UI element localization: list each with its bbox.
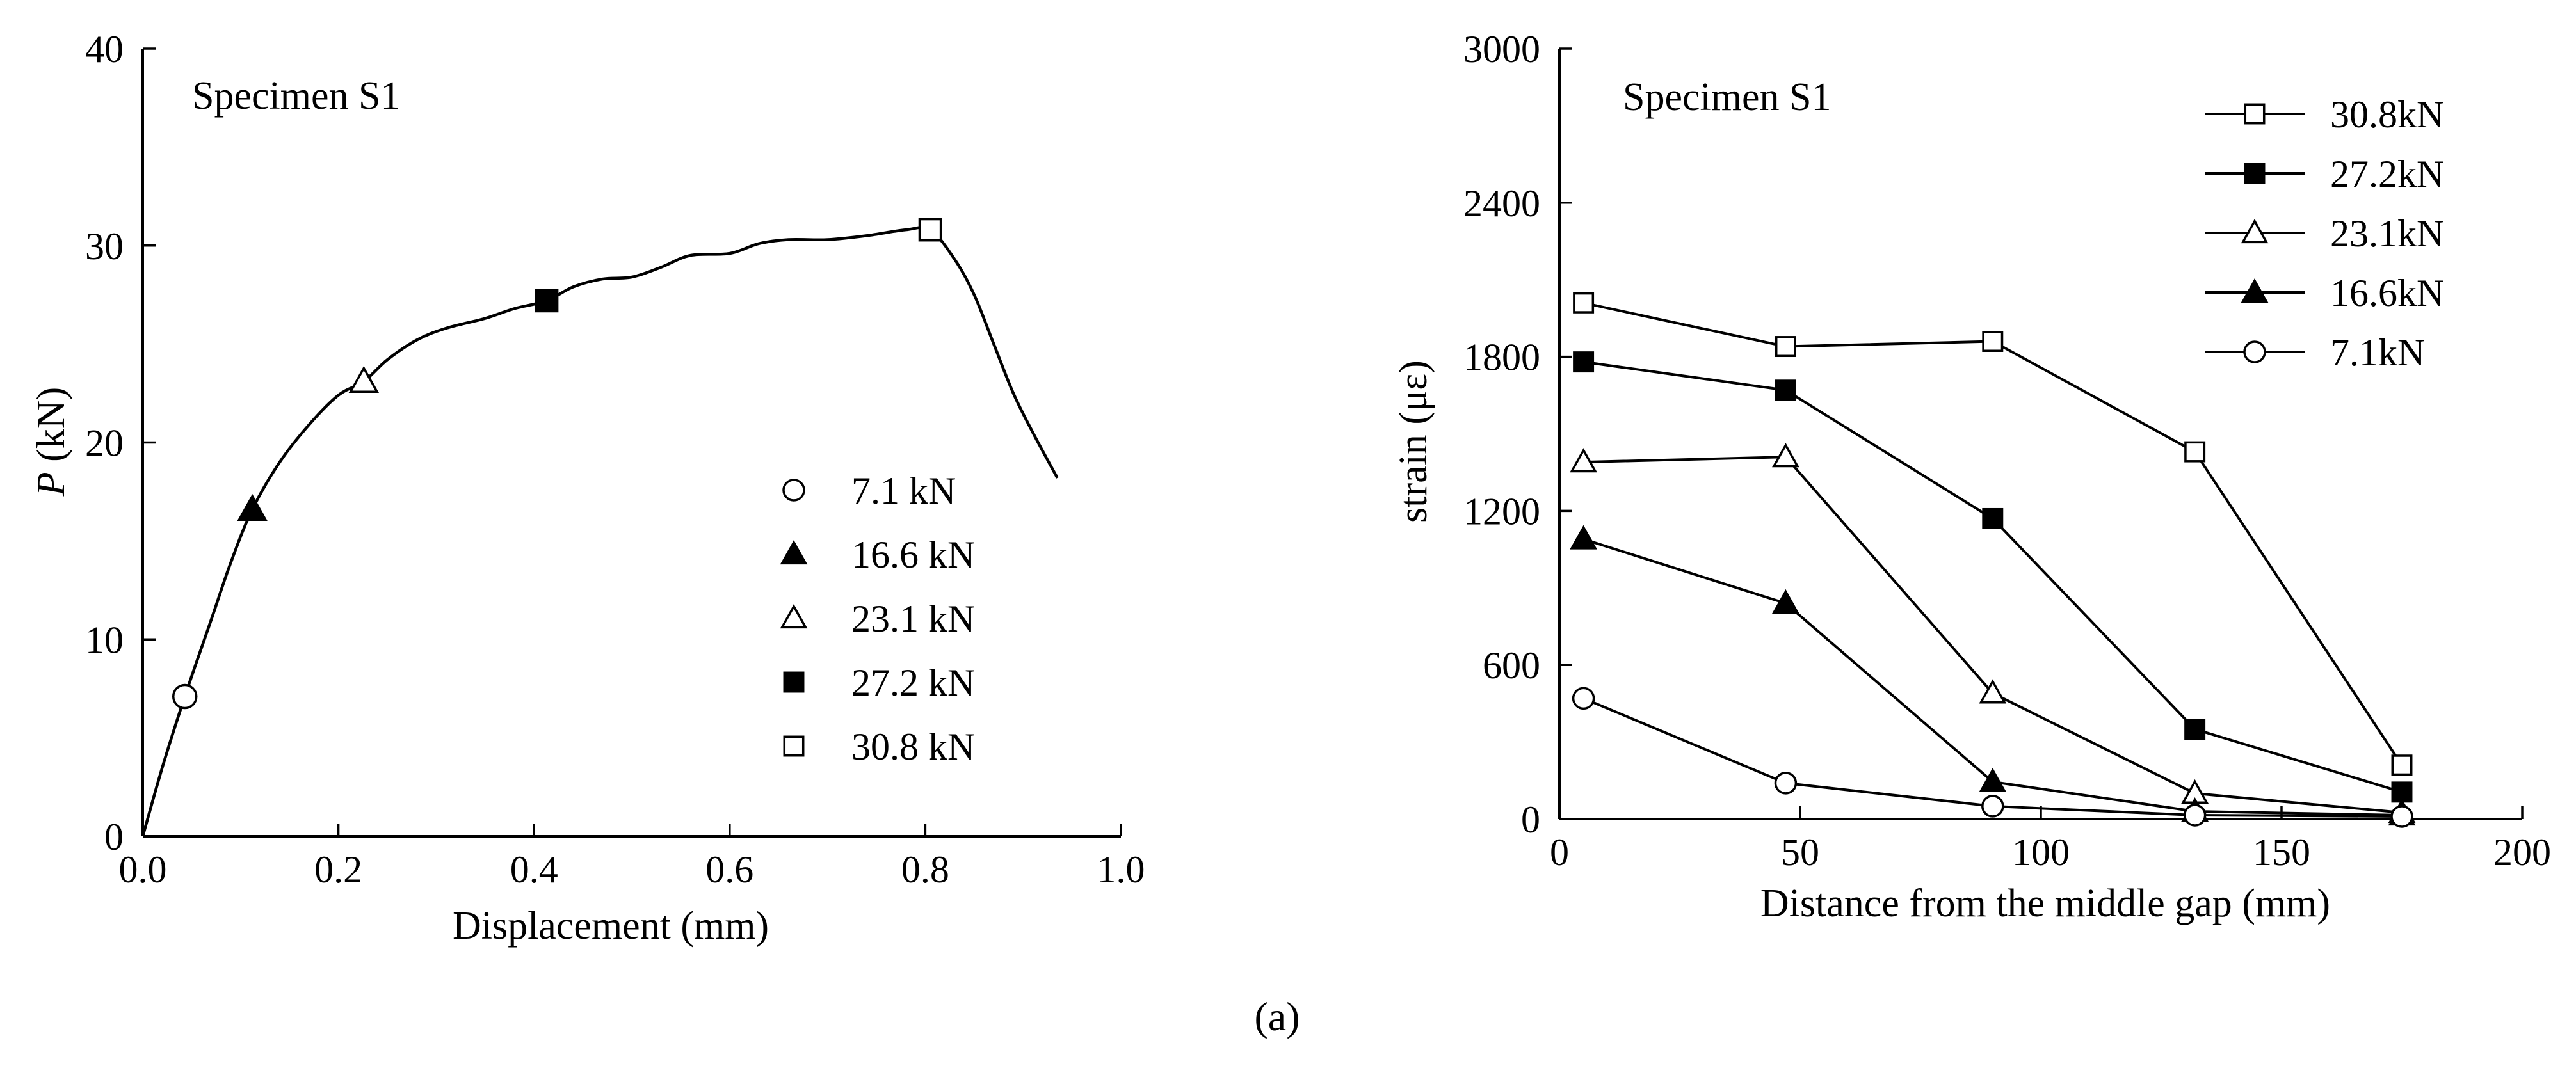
right-x-tick-label: 50: [1781, 831, 1819, 873]
right-y-tick-label: 600: [1483, 644, 1540, 687]
curve-marker-7_1-kN: [172, 683, 198, 710]
right-legend-label: 30.8kN: [2330, 93, 2444, 136]
right-legend-label: 7.1kN: [2330, 331, 2425, 374]
right-y-tick-label: 1200: [1463, 490, 1540, 532]
right-x-tick-label: 100: [2012, 831, 2070, 873]
load-displacement-curve: [141, 226, 1059, 837]
series-point-30_8kN: [1982, 331, 2004, 352]
left-y-tick-label: 0: [104, 816, 124, 858]
left-legend-label: 7.1 kN: [851, 470, 956, 512]
right-x-tick-label: 150: [2253, 831, 2310, 873]
left-x-tick-label: 0.6: [705, 848, 753, 891]
right-legend-symbol: [2243, 340, 2266, 363]
right-y-tick-label: 2400: [1463, 182, 1540, 225]
curve-marker-16_6-kN: [237, 493, 268, 522]
left-y-tick-label: 30: [85, 225, 124, 267]
figure-caption: (a): [1254, 994, 1300, 1039]
series-point-16_6kN: [1570, 525, 1597, 550]
left-y-axis-title-unit: (kN): [29, 387, 73, 472]
series-point-23_1kN: [1570, 448, 1597, 473]
series-point-7_1kN: [2390, 805, 2413, 828]
right-y-axis-title: strain (με): [1392, 360, 1435, 523]
right-x-ticks: 0 50 100 150 200: [1550, 806, 2551, 873]
left-legend-symbol: [782, 479, 805, 502]
series-point-16_6kN: [1979, 767, 2007, 792]
series-point-27_2kN: [2391, 781, 2413, 803]
left-legend-label: 23.1 kN: [851, 598, 975, 640]
left-panel-title: Specimen S1: [192, 74, 400, 118]
series-point-30_8kN: [1573, 292, 1595, 314]
left-legend: 7.1 kN 16.6 kN 23.1 kN 27.2 kN 30.8 kN: [780, 470, 975, 768]
right-legend-symbol: [2241, 219, 2269, 244]
left-y-axis-title-italic: P: [29, 472, 73, 497]
curve-marker-27_2-kN: [535, 289, 559, 313]
left-y-tick-label: 40: [85, 28, 124, 70]
left-curve-layer: [141, 226, 1059, 837]
left-y-tick-label: 10: [85, 619, 124, 661]
curve-marker-30_8-kN: [918, 218, 942, 242]
series-point-7_1kN: [1981, 795, 2004, 818]
load-displacement-chart: 0.0 0.2 0.4 0.6 0.8 1.0 0 10 20 30 40 Specimen S1…: [29, 28, 1145, 948]
series-point-23_1kN: [1979, 679, 2007, 704]
right-legend-symbol: [2244, 163, 2266, 184]
right-y-tick-label: 1800: [1463, 337, 1540, 379]
right-x-axis-title: Distance from the middle gap (mm): [1760, 882, 2330, 925]
right-series-layer: [1570, 292, 2416, 828]
left-legend-symbol: [780, 540, 808, 565]
series-point-30_8kN: [2391, 754, 2413, 776]
left-legend-symbol: [780, 604, 808, 629]
curve-marker-23_1-kN: [348, 365, 380, 393]
left-y-ticks: 0 10 20 30 40: [85, 28, 156, 858]
right-legend-label: 27.2kN: [2330, 153, 2444, 195]
right-y-tick-label: 3000: [1463, 28, 1540, 70]
series-point-27_2kN: [1775, 379, 1796, 401]
right-legend-symbol: [2241, 278, 2269, 303]
series-point-7_1kN: [1572, 687, 1595, 710]
left-markers-layer: [172, 218, 942, 710]
right-legend-label: 16.6kN: [2330, 272, 2444, 314]
left-axes: [141, 49, 1121, 838]
right-legend-symbol: [2244, 103, 2266, 125]
series-point-7_1kN: [2183, 804, 2207, 827]
series-point-27_2kN: [1982, 507, 2004, 529]
left-legend-label: 27.2 kN: [851, 662, 975, 704]
series-point-30_8kN: [2184, 441, 2206, 463]
left-legend-label: 16.6 kN: [851, 534, 975, 576]
series-point-16_6kN: [1772, 589, 1799, 614]
series-point-7_1kN: [1774, 772, 1798, 795]
left-y-axis-title: P (kN): [29, 387, 73, 497]
series-point-30_8kN: [1775, 336, 1796, 358]
left-x-tick-label: 0.8: [901, 848, 949, 891]
left-x-tick-label: 1.0: [1097, 848, 1145, 891]
left-legend-symbol: [783, 735, 805, 757]
left-x-tick-label: 0.4: [510, 848, 558, 891]
series-point-27_2kN: [1573, 351, 1595, 373]
right-legend-label: 23.1kN: [2330, 212, 2444, 255]
right-y-tick-label: 0: [1521, 799, 1540, 841]
left-legend-label: 30.8 kN: [851, 726, 975, 768]
right-x-tick-label: 200: [2493, 831, 2551, 873]
left-y-tick-label: 20: [85, 422, 124, 465]
series-point-23_1kN: [1772, 443, 1799, 468]
strain-distance-chart: 0 50 100 150 200 0 600 1200 1800 2400 3000 Specim…: [1392, 28, 2551, 925]
series-point-27_2kN: [2184, 719, 2206, 740]
right-x-tick-label: 0: [1550, 831, 1569, 873]
left-x-tick-label: 0.2: [314, 848, 362, 891]
left-legend-symbol: [783, 671, 805, 693]
left-x-tick-label: 0.0: [119, 848, 167, 891]
left-x-axis-title: Displacement (mm): [453, 904, 769, 948]
right-panel-title: Specimen S1: [1623, 76, 1831, 119]
right-y-ticks: 0 600 1200 1800 2400 3000: [1463, 28, 1572, 841]
right-legend: 30.8kN 27.2kN 23.1kN 16.6kN 7.1kN: [2205, 93, 2444, 374]
left-x-ticks: 0.0 0.2 0.4 0.6 0.8 1.0: [119, 824, 1145, 891]
